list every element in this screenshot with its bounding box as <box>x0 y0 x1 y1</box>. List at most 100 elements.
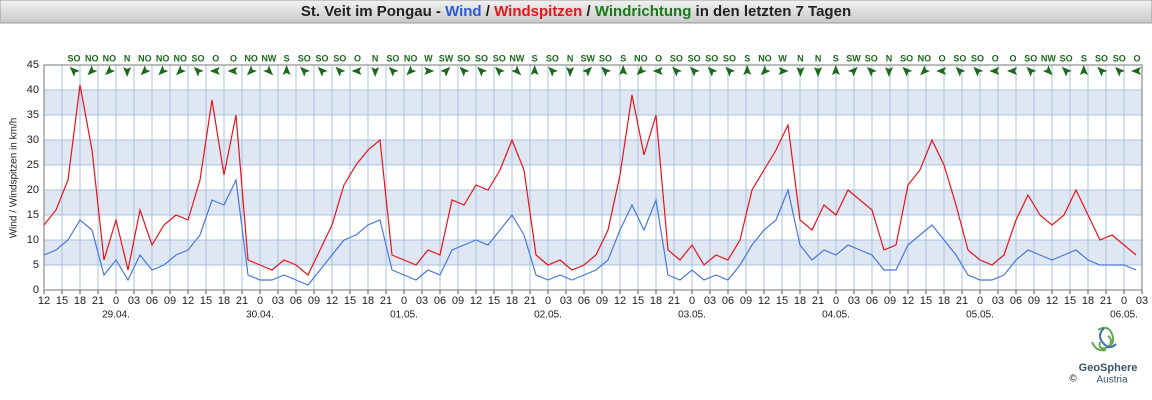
y-axis-label: Wind / Windspitzen in km/h <box>9 118 20 239</box>
wind-direction-arrow <box>619 65 628 75</box>
wind-direction-arrow <box>1131 67 1141 75</box>
title-part: Windrichtung <box>595 3 692 20</box>
title-part: / <box>482 3 495 20</box>
wind-direction-arrow <box>317 66 328 77</box>
date-label: 30.04. <box>246 310 274 321</box>
wind-direction-arrow <box>176 65 186 76</box>
wind-direction-arrow <box>1006 67 1017 75</box>
wind-direction-arrow <box>707 66 718 77</box>
x-tick-label: 21 <box>380 295 392 307</box>
wind-direction-label: SO <box>953 53 966 63</box>
x-tick-label: 12 <box>758 295 770 307</box>
wind-direction-label: O <box>655 53 662 63</box>
wind-direction-label: S <box>620 53 626 63</box>
date-label: 06.05. <box>1110 310 1138 321</box>
x-tick-label: 12 <box>38 295 50 307</box>
wind-direction-arrow <box>140 65 151 76</box>
wind-direction-label: SO <box>1060 53 1073 63</box>
x-tick-label: 15 <box>632 295 644 307</box>
plot-frame <box>43 64 1143 291</box>
wind-direction-label: S <box>833 53 839 63</box>
plot-area: 12 15 18 21 0 03 06 09 12 15 18 21 0 03 06 09 12 15 18 21 0 0… <box>27 53 1148 320</box>
wind-direction-label: NO <box>103 53 117 63</box>
x-tick-label: 0 <box>977 295 983 307</box>
wind-direction-label: SO <box>298 53 311 63</box>
wind-direction-label: O <box>1009 53 1016 63</box>
x-tick-label: 21 <box>812 295 824 307</box>
x-tick-label: 06 <box>722 295 734 307</box>
x-tick-label: 09 <box>740 295 752 307</box>
wind-direction-label: SO <box>457 53 470 63</box>
wind-direction-arrow <box>246 65 257 76</box>
x-tick-label: 09 <box>596 295 608 307</box>
x-tick-label: 15 <box>920 295 932 307</box>
wind-direction-label: SO <box>971 53 984 63</box>
wind-direction-label: NO <box>174 53 188 63</box>
x-tick-label: 03 <box>272 295 284 307</box>
wind-direction-arrow <box>123 67 132 77</box>
date-label: 04.05. <box>822 310 850 321</box>
wind-direction-arrow <box>920 65 931 76</box>
title-part: / <box>582 3 595 20</box>
x-tick-label: 06 <box>578 295 590 307</box>
wind-direction-label: NO <box>758 53 772 63</box>
x-tick-label: 18 <box>650 295 662 307</box>
wind-direction-label: SO <box>723 53 736 63</box>
wind-direction-arrow <box>371 67 380 77</box>
wind-direction-label: SO <box>670 53 683 63</box>
wind-direction-arrow <box>989 67 1000 75</box>
wind-direction-arrow <box>335 66 346 77</box>
wind-direction-arrow <box>158 65 169 76</box>
x-tick-label: 0 <box>113 295 119 307</box>
x-tick-label: 06 <box>290 295 302 307</box>
x-tick-label: 18 <box>506 295 518 307</box>
wind-direction-label: S <box>744 53 750 63</box>
wind-direction-label: SO <box>67 53 80 63</box>
wind-direction-label: SO <box>865 53 878 63</box>
x-tick-label: 03 <box>992 295 1004 307</box>
x-tick-label: 21 <box>524 295 536 307</box>
wind-direction-arrow <box>902 66 913 77</box>
wind-direction-arrow <box>652 67 663 75</box>
wind-direction-arrow <box>440 66 451 77</box>
wind-direction-label: SO <box>1024 53 1037 63</box>
wind-direction-label: S <box>1081 53 1087 63</box>
date-label: 02.05. <box>534 310 562 321</box>
x-tick-label: 12 <box>182 295 194 307</box>
x-tick-label: 18 <box>74 295 86 307</box>
series-line <box>43 177 1137 286</box>
x-tick-label: 0 <box>1121 295 1127 307</box>
x-tick-label: 15 <box>776 295 788 307</box>
x-tick-label: 18 <box>218 295 230 307</box>
x-tick-label: 15 <box>488 295 500 307</box>
x-tick-label: 0 <box>257 295 263 307</box>
date-label: 29.04. <box>102 310 130 321</box>
y-tick-label: 30 <box>27 134 39 146</box>
x-tick-label: 06 <box>1010 295 1022 307</box>
series-line <box>43 84 1137 276</box>
x-tick-label: 21 <box>668 295 680 307</box>
x-tick-label: 06 <box>434 295 446 307</box>
wind-direction-arrow <box>566 67 575 77</box>
x-tick-label: 09 <box>884 295 896 307</box>
chart-title: St. Veit im Pongau - Wind / Windspitzen … <box>301 3 851 20</box>
wind-direction-arrow <box>511 65 522 76</box>
wind-direction-label: S <box>284 53 290 63</box>
x-tick-label: 12 <box>902 295 914 307</box>
wind-direction-label: SO <box>493 53 506 63</box>
wind-direction-label: NO <box>85 53 99 63</box>
wind-direction-label: SW <box>581 53 596 63</box>
wind-direction-arrow <box>973 66 984 77</box>
x-tick-label: 03 <box>128 295 140 307</box>
date-label: 01.05. <box>390 310 418 321</box>
y-tick-label: 45 <box>27 59 39 71</box>
wind-direction-arrow <box>1061 66 1072 77</box>
x-tick-label: 21 <box>92 295 104 307</box>
title-bar <box>0 0 1152 24</box>
wind-direction-label: N <box>886 53 893 63</box>
wind-direction-label: W <box>424 53 433 63</box>
wind-direction-arrow <box>477 66 488 77</box>
wind-direction-label: SO <box>599 53 612 63</box>
wind-direction-arrow <box>282 65 291 75</box>
copyright: © <box>1069 374 1077 385</box>
